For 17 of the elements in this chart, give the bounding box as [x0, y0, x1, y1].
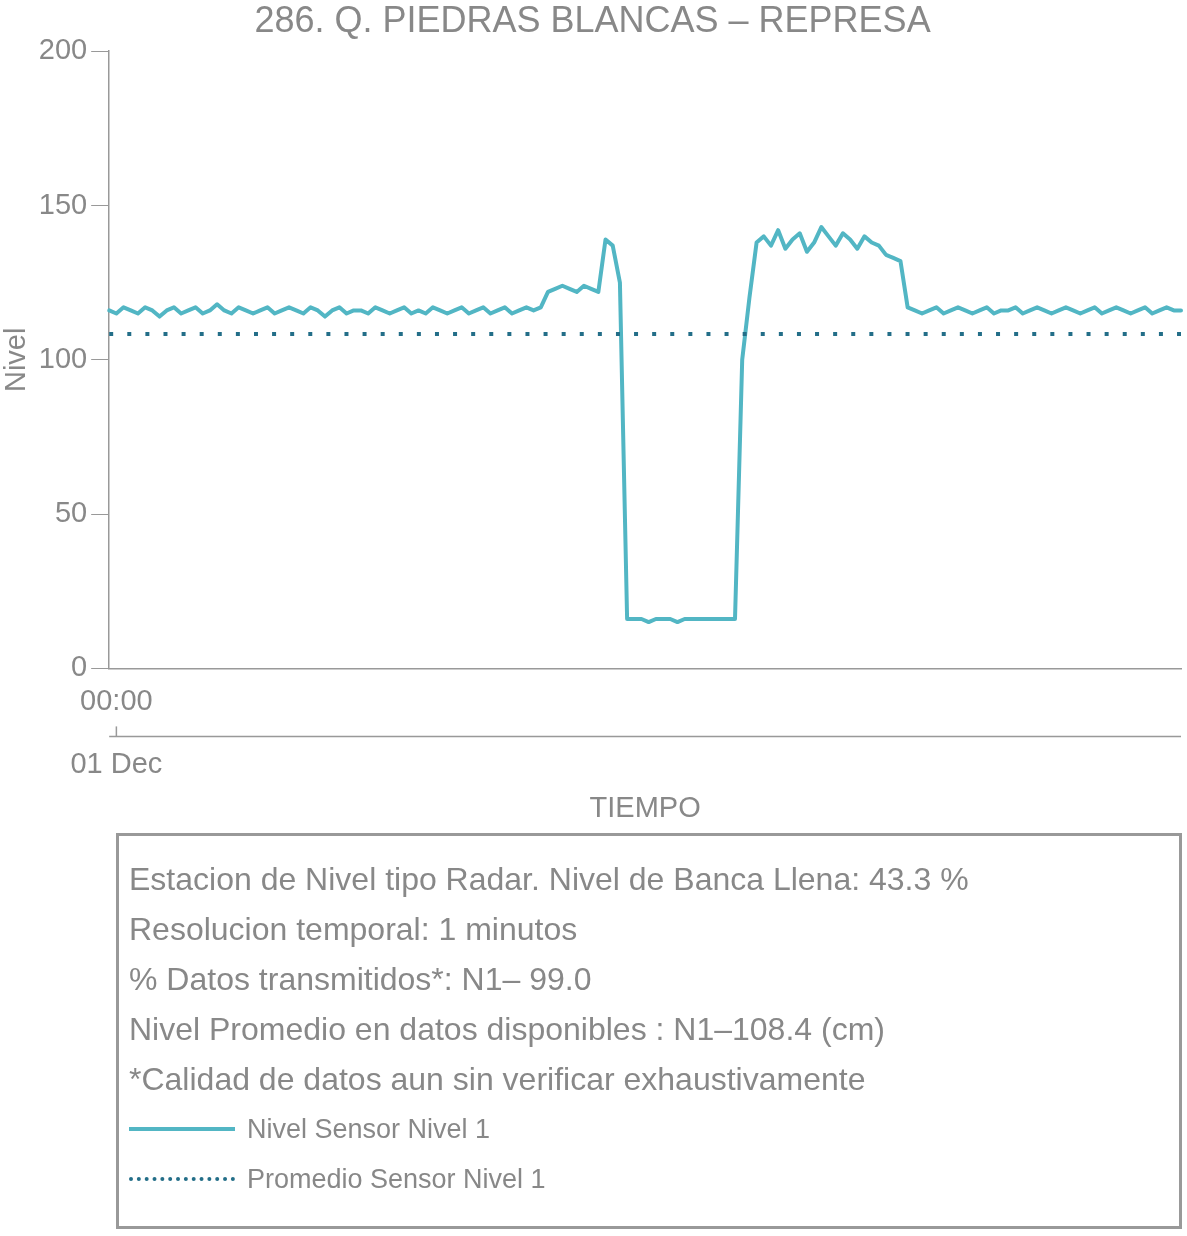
y-tick-label: 100 [38, 341, 88, 374]
text: Resolucion temporal: 1 minutos [129, 910, 579, 949]
y-tick-label: 0 [71, 650, 88, 683]
text: % Datos transmitidos*: N1– 99.0 [129, 960, 593, 999]
y-tick-label: 50 [54, 496, 88, 529]
annotation: 01 Dec [70, 746, 163, 779]
legend-label: Promedio Sensor Nivel 1 [247, 1163, 546, 1195]
x-tick-label: 00:00 [80, 683, 153, 716]
y-tick-label: 150 [38, 187, 88, 220]
y-axis-title: Nivel [0, 327, 32, 393]
x-axis-title: TIEMPO [589, 790, 701, 823]
text: Estacion de Nivel tipo Radar. Nivel de Banca Llena: 43.3 % [129, 860, 970, 899]
text: *Calidad de datos aun sin verificar exhaustivamente [129, 1060, 867, 1099]
y-tick-label: 200 [38, 33, 88, 66]
legend-label: Nivel Sensor Nivel 1 [247, 1113, 491, 1145]
chart-title: 286. Q. PIEDRAS BLANCAS – REPRESA [254, 0, 931, 40]
text: Nivel Promedio en datos disponibles : N1–108.4 (cm) [129, 1010, 886, 1049]
